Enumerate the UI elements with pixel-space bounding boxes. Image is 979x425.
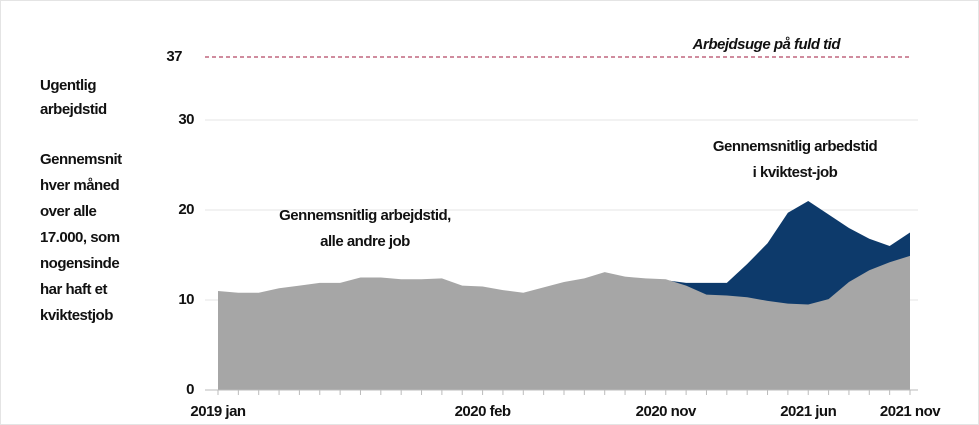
x-tick-label: 2021 nov — [880, 403, 941, 420]
y-axis-label: Ugentlig — [40, 77, 96, 94]
note: over alle — [40, 203, 97, 220]
y-tick-label: 0 — [186, 381, 194, 398]
note: har haft et — [40, 281, 108, 298]
series-label: i kviktest-job — [753, 164, 838, 181]
x-tick-label: 2021 jun — [780, 403, 836, 420]
y-tick-label: 20 — [178, 201, 194, 218]
reference-value: 37 — [166, 48, 182, 65]
note: 17.000, som — [40, 229, 120, 246]
note: nogensinde — [40, 255, 119, 272]
note: Gennemsnit — [40, 151, 122, 168]
y-tick-label: 10 — [178, 291, 194, 308]
y-axis-label: arbejdstid — [40, 101, 107, 118]
note: kviktestjob — [40, 307, 113, 324]
series-label: Gennemsnitlig arbedstid — [713, 138, 878, 155]
area — [218, 255, 910, 390]
x-tick-label: 2019 jan — [190, 403, 246, 420]
reference-label: Arbejdsuge på fuld tid — [692, 36, 842, 53]
y-tick-label: 30 — [178, 111, 194, 128]
x-tick-label: 2020 nov — [636, 403, 697, 420]
series-label: alle andre job — [320, 233, 410, 250]
note: hver måned — [40, 177, 120, 194]
series-label: Gennemsnitlig arbejdstid, — [279, 207, 451, 224]
x-tick-label: 2020 feb — [455, 403, 511, 420]
